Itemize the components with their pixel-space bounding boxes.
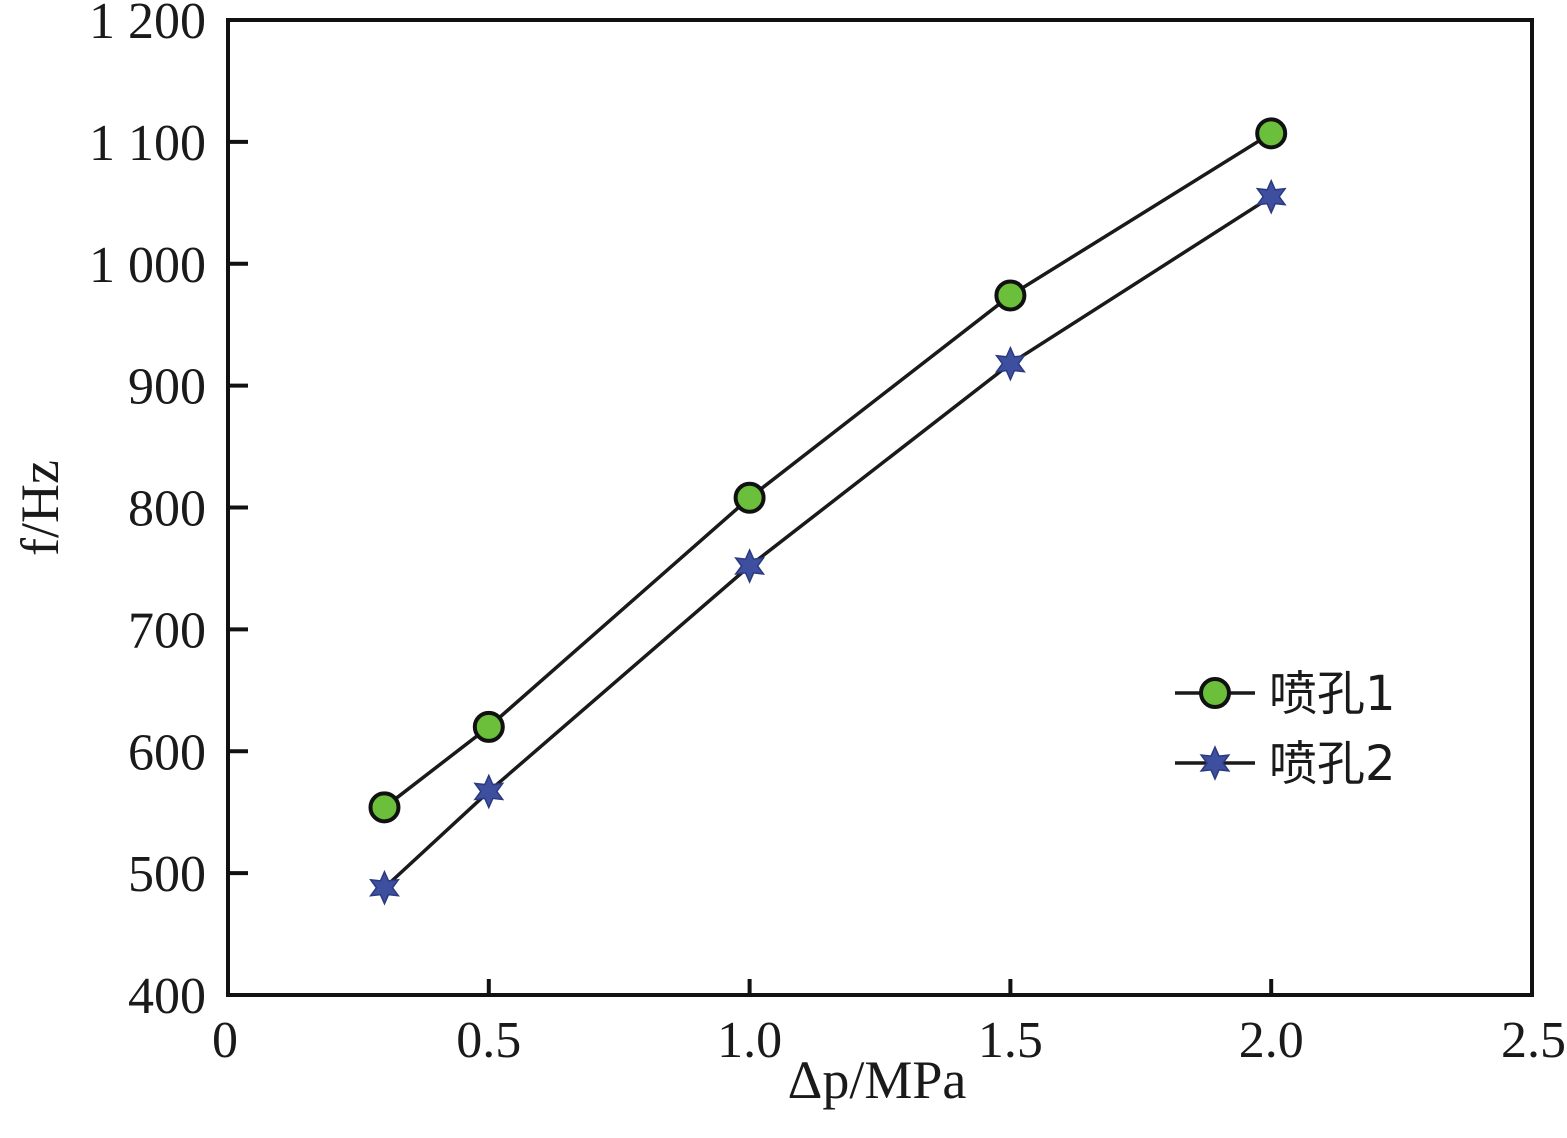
legend-marker	[1199, 677, 1231, 709]
legend-label: 喷孔1	[1269, 666, 1396, 722]
y-tick-label: 700	[128, 602, 206, 659]
data-point	[369, 869, 400, 906]
x-tick-label: 1.0	[717, 1012, 782, 1069]
x-tick-label: 2.0	[1239, 1012, 1304, 1069]
data-point	[473, 773, 505, 810]
data-point	[733, 481, 766, 514]
data-point	[368, 791, 401, 824]
y-tick-label: 900	[128, 359, 206, 416]
x-tick-label: 0.5	[456, 1012, 521, 1069]
plot-area	[226, 18, 1534, 997]
series-2	[369, 178, 1287, 906]
y-axis: 400 500 600 700 800 900 1 000 1 100 1 200	[89, 0, 248, 1025]
legend-item: 喷孔1	[1175, 666, 1396, 722]
legend-marker	[1199, 745, 1231, 781]
x-axis: 0 0.5 1.0 1.5 2.0 2.5	[212, 979, 1566, 1069]
series-line	[383, 195, 1273, 890]
data-point	[1255, 178, 1287, 215]
data-point	[994, 345, 1026, 382]
data-point	[472, 710, 505, 743]
x-tick-label: 1.5	[978, 1012, 1043, 1069]
y-tick-label: 1 100	[89, 115, 206, 172]
data-point	[1255, 117, 1288, 150]
y-tick-label: 500	[128, 846, 206, 903]
data-point	[994, 279, 1027, 312]
x-tick-label: 2.5	[1501, 1012, 1566, 1069]
y-tick-label: 1 000	[89, 237, 206, 294]
x-axis-title: Δp/MPa	[788, 1050, 967, 1110]
y-tick-label: 400	[128, 968, 206, 1025]
y-tick-label: 800	[128, 481, 206, 538]
data-point	[734, 548, 766, 584]
series-1	[368, 117, 1288, 824]
y-tick-label: 600	[128, 724, 206, 781]
legend-item: 喷孔2	[1175, 736, 1396, 792]
y-axis-title: f/Hz	[10, 460, 70, 556]
series-line	[383, 131, 1273, 809]
x-tick-label: 0	[212, 1012, 238, 1069]
series-layer	[368, 117, 1288, 906]
y-tick-label: 1 200	[89, 0, 206, 50]
legend-label: 喷孔2	[1269, 736, 1396, 792]
plot-frame	[226, 18, 1534, 997]
